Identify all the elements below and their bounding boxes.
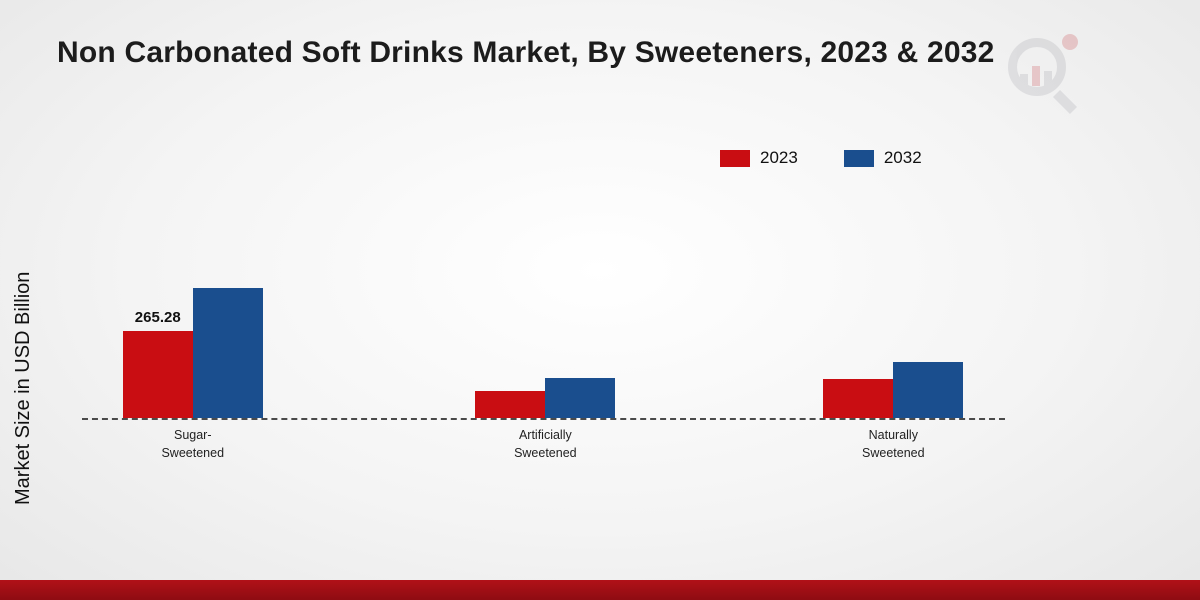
- bar-2032-artificially-sweetened: [545, 378, 616, 418]
- category-label-sugar-sweetened: Sugar- Sweetened: [161, 428, 225, 461]
- legend-item-2023: 2023: [720, 148, 798, 168]
- magnifier-ring-icon: [1008, 38, 1066, 96]
- chart-title: Non Carbonated Soft Drinks Market, By Sw…: [57, 36, 995, 69]
- bar-value-label: 265.28: [134, 309, 181, 326]
- legend-swatch-2032: [843, 149, 874, 167]
- bar-2023-naturally-sweetened: [823, 379, 894, 418]
- magnifier-handle-icon: [1052, 89, 1078, 115]
- logo-bar-icon: [1032, 66, 1040, 86]
- bar-2032-naturally-sweetened: [893, 362, 964, 418]
- category-label-naturally-sweetened: Naturally Sweetened: [862, 428, 925, 461]
- bar-group-naturally-sweetened: [823, 362, 964, 418]
- legend-label-2032: 2032: [883, 148, 922, 167]
- brand-logo-watermark: [1002, 34, 1086, 118]
- logo-bar-icon: [1020, 74, 1028, 86]
- category-label-artificially-sweetened: Artificially Sweetened: [514, 428, 577, 461]
- footer-accent-bar: [0, 580, 1200, 600]
- bar-2023-artificially-sweetened: [475, 391, 546, 418]
- bar-group-artificially-sweetened: [475, 378, 616, 418]
- bar-group-sugar-sweetened: 265.28: [122, 288, 263, 418]
- legend-item-2032: 2032: [843, 148, 922, 168]
- logo-dot-icon: [1062, 34, 1078, 50]
- legend: 2023 2032: [720, 148, 922, 168]
- legend-swatch-2023: [720, 149, 750, 167]
- y-axis-label: Market Size in USD Billion: [12, 271, 34, 505]
- plot-area: 265.28: [82, 260, 1005, 420]
- legend-label-2023: 2023: [760, 148, 798, 167]
- x-axis-category-labels: Sugar- Sweetened Artificially Sweetened Natu…: [82, 426, 1005, 466]
- logo-bar-icon: [1044, 71, 1052, 86]
- bar-2032-sugar-sweetened: [192, 288, 263, 418]
- bar-2023-sugar-sweetened: 265.28: [122, 309, 193, 418]
